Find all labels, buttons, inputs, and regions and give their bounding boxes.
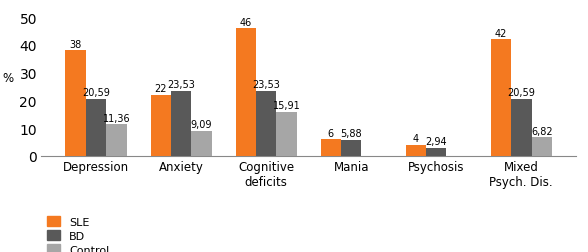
Text: 4: 4 bbox=[413, 134, 419, 144]
Bar bbox=[151, 96, 171, 156]
Bar bbox=[106, 125, 126, 156]
Bar bbox=[426, 148, 446, 156]
Text: 23,53: 23,53 bbox=[167, 80, 195, 90]
Text: 20,59: 20,59 bbox=[82, 88, 110, 98]
Legend: SLE, BD, Control: SLE, BD, Control bbox=[46, 216, 109, 252]
Bar bbox=[491, 40, 511, 156]
Text: 46: 46 bbox=[240, 18, 252, 28]
Text: 20,59: 20,59 bbox=[507, 88, 535, 98]
Bar bbox=[191, 131, 212, 156]
Bar bbox=[256, 91, 276, 156]
Text: 2,94: 2,94 bbox=[426, 137, 447, 147]
Text: 9,09: 9,09 bbox=[191, 120, 212, 130]
Bar bbox=[65, 51, 86, 156]
Bar bbox=[86, 99, 106, 156]
Text: 11,36: 11,36 bbox=[103, 113, 131, 123]
Text: 42: 42 bbox=[495, 29, 507, 39]
Bar bbox=[171, 91, 191, 156]
Bar bbox=[406, 145, 426, 156]
Bar bbox=[511, 99, 532, 156]
Text: 38: 38 bbox=[69, 40, 82, 50]
Text: 22: 22 bbox=[155, 84, 167, 94]
Text: 15,91: 15,91 bbox=[273, 101, 300, 111]
Bar bbox=[532, 137, 552, 156]
Bar bbox=[341, 140, 362, 156]
Text: 23,53: 23,53 bbox=[252, 80, 280, 90]
Text: 6: 6 bbox=[328, 128, 334, 138]
Text: 5,88: 5,88 bbox=[340, 129, 362, 139]
Bar bbox=[320, 140, 341, 156]
Bar bbox=[236, 29, 256, 156]
Bar bbox=[276, 112, 297, 156]
Text: 6,82: 6,82 bbox=[531, 126, 553, 136]
Y-axis label: %: % bbox=[3, 72, 14, 84]
